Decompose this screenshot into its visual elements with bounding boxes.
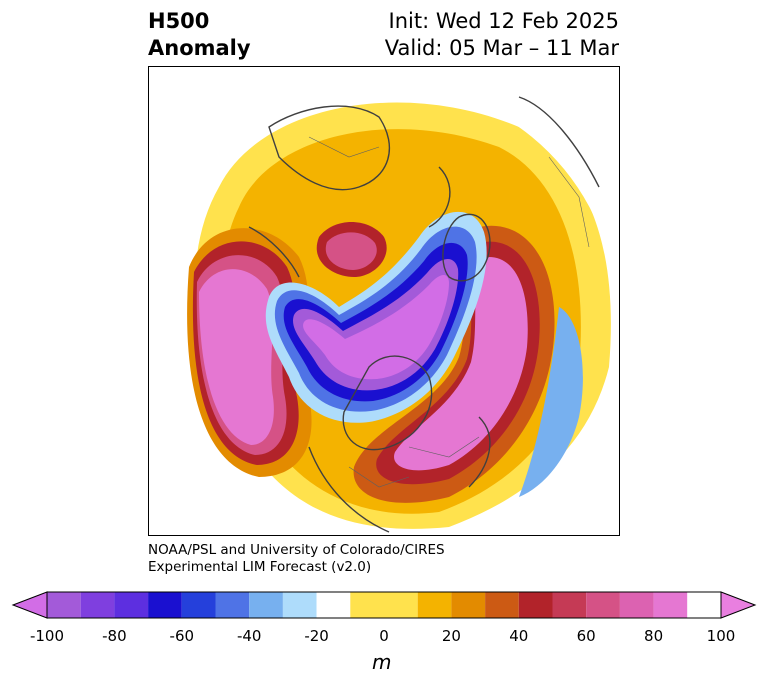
colorbar-cell [653,592,688,618]
map-title: H500 Anomaly [148,8,251,62]
map-panel [148,66,620,536]
valid-date: Valid: 05 Mar – 11 Mar [384,36,619,60]
colorbar-tick-label: -80 [102,627,127,645]
colorbar-cell [181,592,216,618]
anomaly-map [151,84,617,535]
colorbar-cell [47,592,81,618]
colorbar-cell [687,592,721,618]
colorbar-tick-label: -60 [169,627,195,645]
colorbar-cell [114,592,149,618]
colorbar-cell [350,592,418,618]
coastlines [248,96,600,533]
colorbar-tick-label: 80 [644,627,664,645]
colorbar-cell [518,592,553,618]
credit-line-2: Experimental LIM Forecast (v2.0) [148,559,372,575]
colorbar-cell [282,592,317,618]
colorbar-cell [586,592,620,618]
colorbar-max-extension [720,591,757,619]
colorbar-unit: m [372,650,392,674]
colorbar-cell [451,592,486,618]
colorbar-cell [249,592,283,618]
colorbar-tick-label: 40 [509,627,529,645]
colorbar-cell [148,592,182,618]
colorbar-tick-label: 60 [576,627,596,645]
colorbar-ticks: -100 -80 -60 -40 -20 0 20 40 60 80 100 [0,627,768,647]
colorbar-cell [417,592,452,618]
colorbar [11,591,757,619]
colorbar-cell [215,592,250,618]
title-variable: H500 [148,9,210,33]
credit-text: NOAA/PSL and University of Colorado/CIRE… [148,542,445,576]
colorbar-cell [485,592,519,618]
colorbar-tick-label: -20 [304,627,329,645]
colorbar-tick-label: -100 [29,627,65,645]
title-type: Anomaly [148,36,251,60]
colorbar-tick-label: 100 [706,627,736,645]
colorbar-cell [80,592,115,618]
credit-line-1: NOAA/PSL and University of Colorado/CIRE… [148,542,445,558]
colorbar-cell [552,592,587,618]
borders [308,136,590,488]
colorbar-outline [46,591,722,619]
init-date: Init: Wed 12 Feb 2025 [388,9,619,33]
colorbar-min-extension [11,591,48,619]
colorbar-tick-label: 20 [441,627,461,645]
forecast-dates: Init: Wed 12 Feb 2025 Valid: 05 Mar – 11… [385,8,619,62]
anomaly-field [151,84,617,535]
colorbar-cell [619,592,654,618]
colorbar-cell [316,592,351,618]
colorbar-tick-label: 0 [379,627,389,645]
colorbar-tick-label: -40 [236,627,262,645]
